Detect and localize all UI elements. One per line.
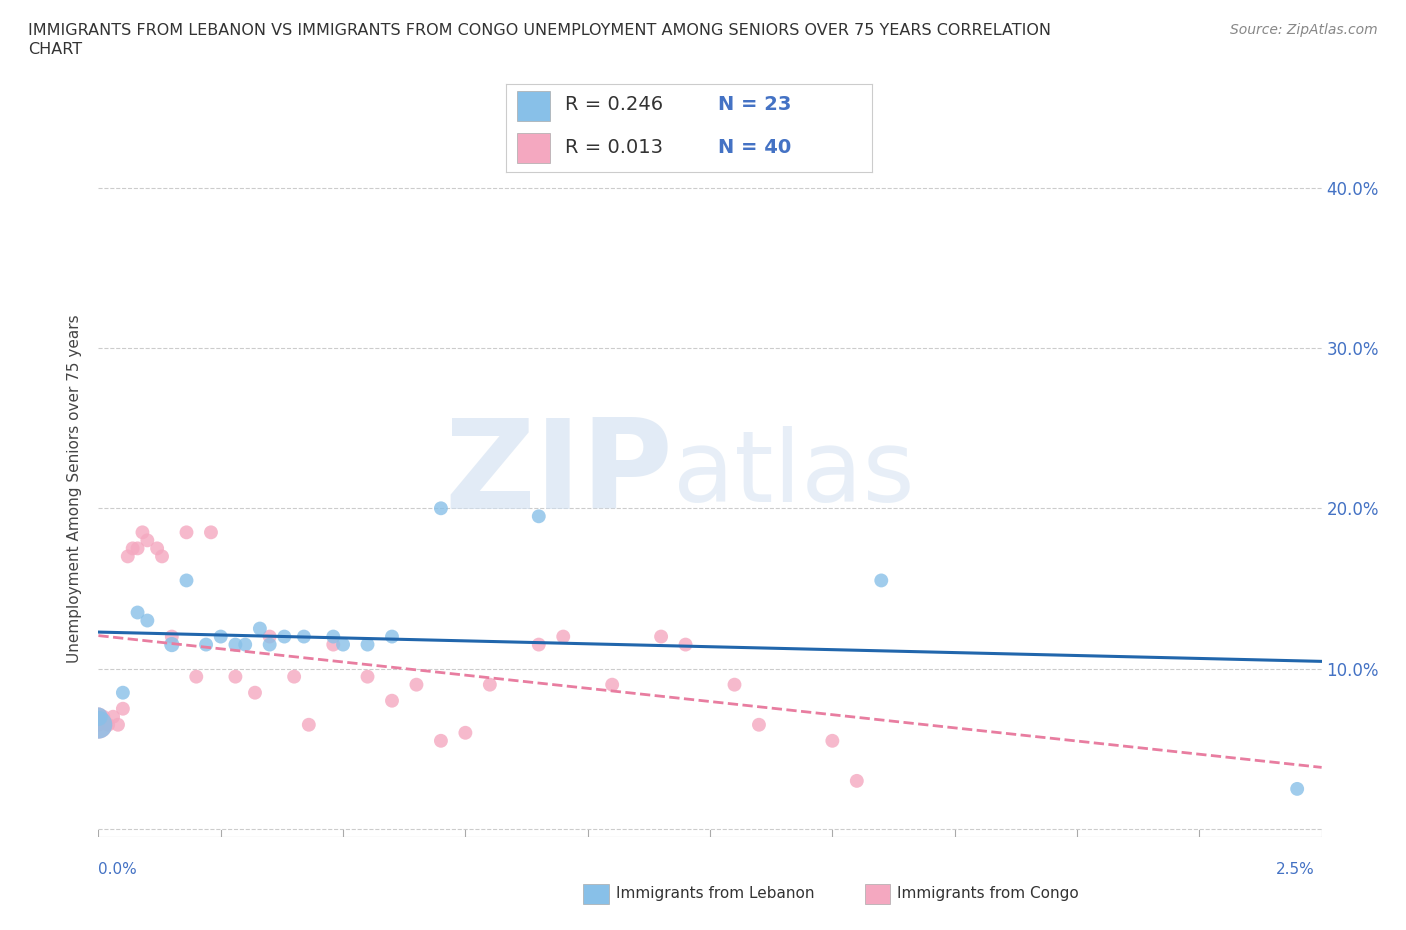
Point [131,525,153,539]
Text: N = 40: N = 40 [718,138,792,157]
Text: R = 0.246: R = 0.246 [565,96,662,114]
Point [224,637,246,652]
Y-axis label: Unemployment Among Seniors over 75 years: Unemployment Among Seniors over 75 years [67,314,83,662]
Point [176,573,198,588]
Point [527,637,550,652]
Point [332,637,354,652]
Point [111,685,134,700]
Point [1286,781,1309,796]
Point [292,629,315,644]
Point [87,710,110,724]
Point [107,717,129,732]
Point [478,677,501,692]
Point [91,710,114,724]
Point [87,717,110,732]
Text: N = 23: N = 23 [718,96,792,114]
Point [146,541,169,556]
Point [356,637,378,652]
Point [723,677,745,692]
Point [127,541,149,556]
Point [454,725,477,740]
Point [176,525,198,539]
Point [356,670,378,684]
Text: CHART: CHART [28,42,82,57]
Point [845,774,868,789]
Point [224,670,246,684]
Point [243,685,266,700]
Point [675,637,697,652]
Point [209,629,232,644]
Point [121,541,143,556]
Point [127,605,149,620]
Text: 2.5%: 2.5% [1275,862,1315,877]
Point [111,701,134,716]
Text: atlas: atlas [673,426,915,523]
Point [381,693,404,708]
Point [160,629,183,644]
Point [748,717,770,732]
FancyBboxPatch shape [517,91,550,121]
Text: R = 0.013: R = 0.013 [565,138,662,157]
Point [553,629,575,644]
Text: Immigrants from Congo: Immigrants from Congo [897,886,1078,901]
Point [97,717,120,732]
Text: ZIP: ZIP [444,414,673,535]
Point [259,629,281,644]
Point [283,670,305,684]
Point [430,501,453,516]
Point [870,573,893,588]
Point [200,525,222,539]
Point [136,613,159,628]
Text: Source: ZipAtlas.com: Source: ZipAtlas.com [1230,23,1378,37]
Text: Immigrants from Lebanon: Immigrants from Lebanon [616,886,814,901]
Point [405,677,427,692]
Point [259,637,281,652]
Text: 0.0%: 0.0% [98,862,138,877]
Point [101,710,124,724]
Point [87,710,110,724]
Point [249,621,271,636]
Point [527,509,550,524]
Point [150,549,173,564]
Point [821,734,844,749]
Point [87,717,110,732]
Point [600,677,623,692]
Point [117,549,139,564]
Point [233,637,256,652]
Point [430,734,453,749]
Text: IMMIGRANTS FROM LEBANON VS IMMIGRANTS FROM CONGO UNEMPLOYMENT AMONG SENIORS OVER: IMMIGRANTS FROM LEBANON VS IMMIGRANTS FR… [28,23,1052,38]
Point [160,637,183,652]
Point [322,637,344,652]
Point [650,629,672,644]
Point [298,717,321,732]
Point [195,637,218,652]
Point [87,717,110,732]
Point [186,670,208,684]
FancyBboxPatch shape [517,133,550,164]
Point [381,629,404,644]
Point [273,629,295,644]
Point [322,629,344,644]
Point [136,533,159,548]
